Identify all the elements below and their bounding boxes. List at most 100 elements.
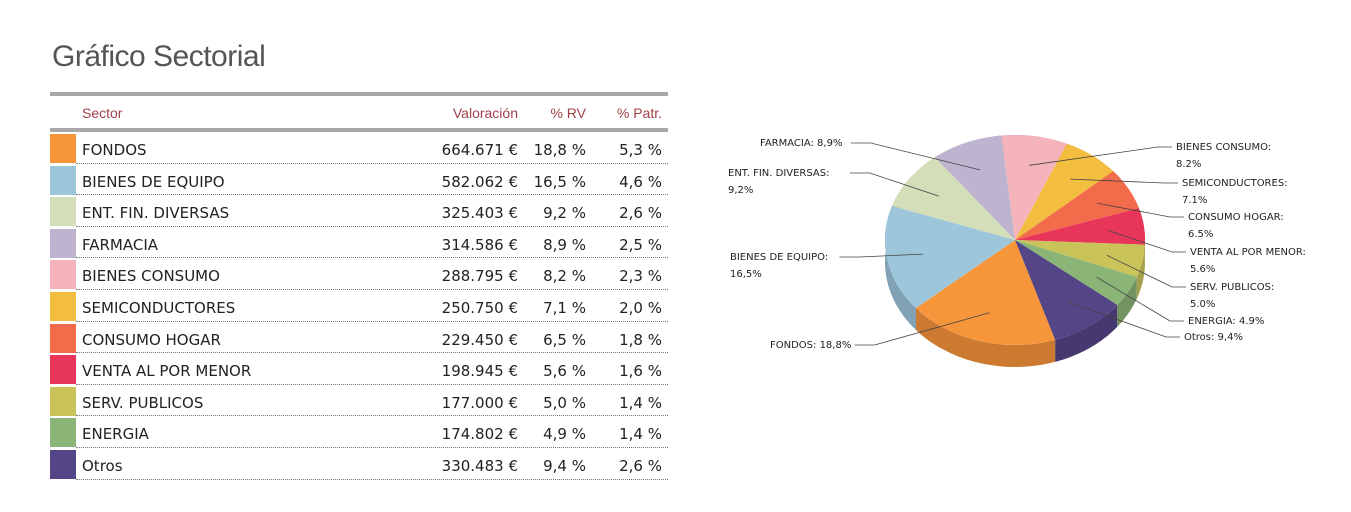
pie-slice-label: SEMICONDUCTORES: 7.1% [1182, 178, 1288, 206]
row-divider [76, 383, 668, 385]
header-valoracion: Valoración [452, 105, 518, 121]
header-patr: % Patr. [616, 105, 662, 121]
pie-slice-label: SERV. PUBLICOS: 5.0% [1190, 282, 1274, 310]
row-divider [76, 225, 668, 227]
pie-slice-side [1117, 276, 1137, 327]
rv-cell: 9,4 % [543, 456, 586, 475]
rv-cell: 8,2 % [543, 267, 586, 286]
rv-cell: 5,6 % [543, 362, 586, 381]
sector-color-swatch [50, 291, 76, 321]
rv-cell: 16,5 % [533, 172, 586, 191]
table-body: FONDOS 664.671 € 18,8 % 5,3 % BIENES DE EQUI… [50, 132, 668, 480]
pie-slice [1015, 240, 1118, 340]
pie-slice [1015, 171, 1139, 240]
pie-slice [916, 240, 1056, 346]
pie-slice [1015, 143, 1114, 240]
row-divider [76, 194, 668, 196]
table-top-rule [50, 92, 668, 96]
table-row: VENTA AL POR MENOR 198.945 € 5,6 % 1,6 % [50, 353, 668, 385]
sector-color-swatch [50, 134, 76, 163]
patr-cell: 2,6 % [619, 456, 662, 475]
leader-line [1096, 276, 1184, 322]
patr-cell: 1,8 % [619, 330, 662, 349]
leader-line [1070, 178, 1178, 184]
row-divider [76, 288, 668, 290]
sector-color-swatch [50, 165, 76, 195]
sector-table: Sector Valoración % RV % Patr. FONDOS 664… [50, 92, 668, 480]
header-rv: % RV [550, 105, 586, 121]
sector-name: ENERGIA [82, 425, 149, 444]
row-divider [76, 415, 668, 417]
pie-slice [935, 135, 1015, 240]
pie-slice-side [916, 308, 1056, 367]
sector-name: VENTA AL POR MENOR [82, 362, 252, 381]
row-divider [76, 320, 668, 322]
rv-cell: 5,0 % [543, 393, 586, 412]
table-row: BIENES DE EQUIPO 582.062 € 16,5 % 4,6 % [50, 164, 668, 196]
valoracion-cell: 664.671 € [441, 141, 518, 159]
table-row: FONDOS 664.671 € 18,8 % 5,3 % [50, 132, 668, 164]
pie-slice-label: Otros: 9,4% [1184, 332, 1243, 343]
row-divider [76, 478, 668, 480]
leader-line [850, 142, 981, 171]
pie-slice [1015, 240, 1145, 277]
sector-name: Otros [82, 456, 123, 475]
pie-slice-label: VENTA AL POR MENOR: 5.6% [1190, 247, 1306, 275]
rv-cell: 9,2 % [543, 204, 586, 223]
table-row: Otros 330.483 € 9,4 % 2,6 % [50, 448, 668, 480]
pie-slice-label: ENT. FIN. DIVERSAS: 9,2% [728, 168, 829, 196]
table-row: SERV. PUBLICOS 177.000 € 5,0 % 1,4 % [50, 385, 668, 417]
valoracion-cell: 288.795 € [441, 267, 518, 286]
sector-name: FARMACIA [82, 235, 159, 254]
sector-name: FONDOS [82, 141, 147, 159]
valoracion-cell: 314.586 € [441, 235, 518, 254]
leader-line [854, 312, 990, 346]
patr-cell: 4,6 % [619, 172, 662, 191]
table-header-rule [50, 128, 668, 132]
pie-slice [892, 157, 1015, 240]
table-row: FARMACIA 314.586 € 8,9 % 2,5 % [50, 227, 668, 259]
rv-cell: 6,5 % [543, 330, 586, 349]
pie-slice-label: FARMACIA: 8,9% [760, 138, 842, 149]
table-row: ENT. FIN. DIVERSAS 325.403 € 9,2 % 2,6 % [50, 195, 668, 227]
patr-cell: 2,6 % [619, 204, 662, 223]
sector-name: ENT. FIN. DIVERSAS [82, 204, 230, 223]
pie-slice [884, 205, 1015, 308]
sector-name: SEMICONDUCTORES [82, 298, 236, 317]
rv-cell: 4,9 % [543, 425, 586, 444]
rv-cell: 8,9 % [543, 235, 586, 254]
sector-name: BIENES DE EQUIPO [82, 172, 225, 191]
table-header: Sector Valoración % RV % Patr. [50, 96, 668, 128]
valoracion-cell: 229.450 € [441, 330, 518, 349]
valoracion-cell: 330.483 € [441, 456, 518, 475]
patr-cell: 2,3 % [619, 267, 662, 286]
pie-slice-label: FONDOS: 18,8% [770, 340, 851, 351]
patr-cell: 2,5 % [619, 235, 662, 254]
leader-line [1106, 254, 1186, 288]
leader-line [839, 253, 924, 258]
rv-cell: 18,8 % [533, 141, 586, 159]
leader-line [1029, 146, 1172, 166]
patr-cell: 1,4 % [619, 393, 662, 412]
pie-slice-label: ENERGIA: 4.9% [1188, 316, 1264, 327]
patr-cell: 1,6 % [619, 362, 662, 381]
sector-color-swatch [50, 228, 76, 258]
table-row: ENERGIA 174.802 € 4,9 % 1,4 % [50, 416, 668, 448]
sector-color-swatch [50, 418, 76, 448]
leader-line [1096, 202, 1184, 218]
pie-slice-label: CONSUMO HOGAR: 6.5% [1188, 212, 1284, 240]
valoracion-cell: 325.403 € [441, 204, 518, 223]
row-divider [76, 162, 668, 164]
valoracion-cell: 177.000 € [441, 393, 518, 412]
valoracion-cell: 174.802 € [441, 425, 518, 444]
valoracion-cell: 250.750 € [441, 298, 518, 317]
sector-color-swatch [50, 260, 76, 290]
pie-slice [1015, 240, 1137, 305]
table-row: SEMICONDUCTORES 250.750 € 7,1 % 2,0 % [50, 290, 668, 322]
sector-name: SERV. PUBLICOS [82, 393, 204, 412]
leader-line [849, 172, 939, 197]
sector-color-swatch [50, 386, 76, 416]
row-divider [76, 257, 668, 259]
table-row: BIENES CONSUMO 288.795 € 8,2 % 2,3 % [50, 258, 668, 290]
page-title: Gráfico Sectorial [52, 40, 266, 73]
